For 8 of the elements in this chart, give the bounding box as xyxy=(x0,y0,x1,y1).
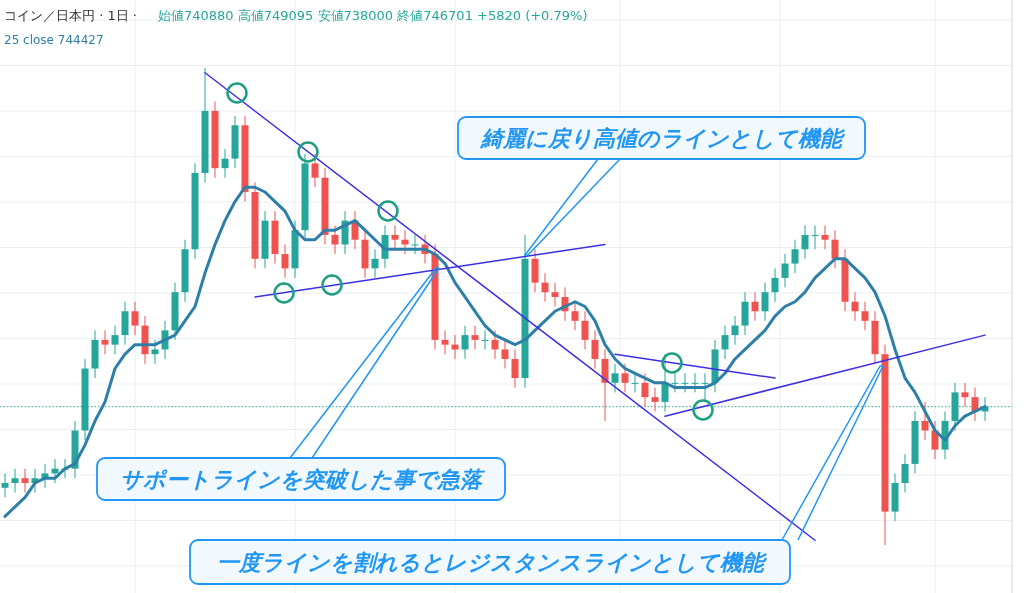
text: 始値740880 高値749095 安値738000 終値746701 +5820 (+0.79%) xyxy=(158,8,588,23)
callout: サポートラインを突破した事で急落 xyxy=(96,457,506,501)
annotation: 綺麗に戻り高値のラインとして機能 xyxy=(479,126,845,151)
callout: 一度ラインを割れるとレジスタンスラインとして機能 xyxy=(189,539,791,585)
text: 25 close 744427 xyxy=(4,33,104,47)
callout: 綺麗に戻り高値のラインとして機能 xyxy=(457,116,866,160)
annotation: サポートラインを突破した事で急落 xyxy=(120,467,486,492)
chart-title: コイン／日本円 · 1日 · xyxy=(4,8,137,23)
